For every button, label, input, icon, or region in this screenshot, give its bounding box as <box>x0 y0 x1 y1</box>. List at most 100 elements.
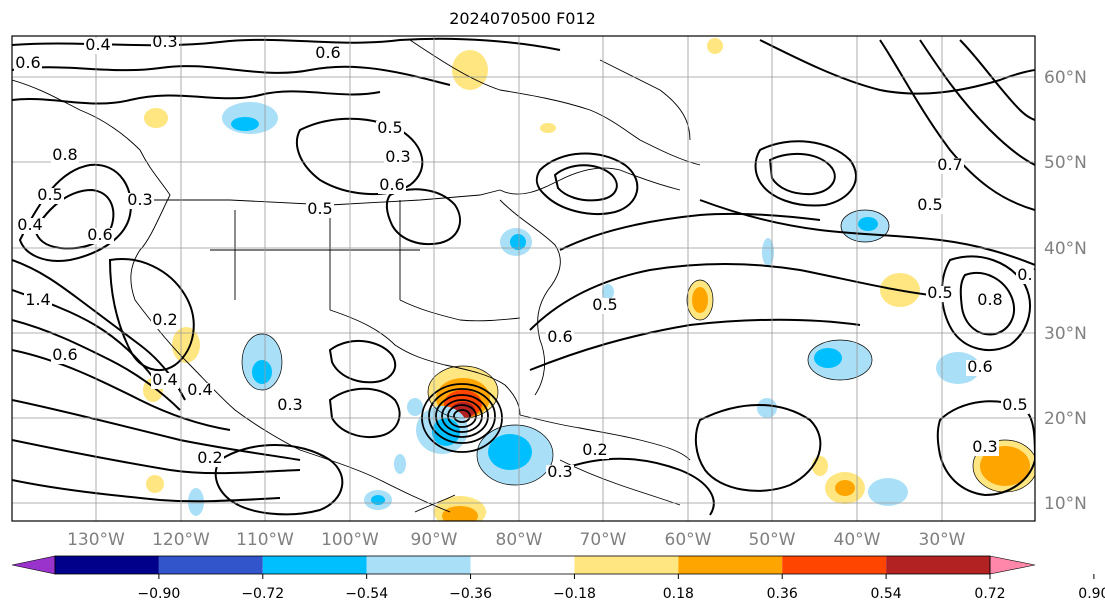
contour-label: 0.8 <box>977 290 1002 309</box>
colorbar-tick-label: −0.54 <box>345 586 388 602</box>
anomaly-outlines <box>241 209 1035 493</box>
longitude-label: 80°W <box>496 530 543 550</box>
contour-label: 1.4 <box>25 290 50 309</box>
latitude-label: 60°N <box>1044 68 1087 88</box>
colorbar-segment <box>678 556 783 574</box>
contour-label: 0.3 <box>127 190 152 209</box>
colorbar-tick-label: 0.90 <box>1078 586 1105 602</box>
latitude-label: 40°N <box>1044 239 1087 259</box>
contour-label: 0.2 <box>152 310 177 329</box>
negative-anomaly <box>231 117 259 131</box>
contour-label: 0.6 <box>52 345 77 364</box>
negative-anomaly <box>814 348 842 368</box>
contour-label: 0.3 <box>385 147 410 166</box>
positive-anomaly <box>707 38 723 54</box>
contour-label: 0.8 <box>52 145 77 164</box>
longitude-labels: 130°W 120°W 110°W 100°W 90°W 80°W 70°W 60°W 50°W… <box>67 530 966 550</box>
contour-label: 0.5 <box>307 199 332 218</box>
longitude-label: 130°W <box>67 530 125 550</box>
colorbar-tick-label: −0.18 <box>553 586 596 602</box>
latitude-label: 30°N <box>1044 324 1087 344</box>
contour-label: 0.5 <box>592 295 617 314</box>
negative-anomaly <box>407 398 423 416</box>
graticule <box>12 36 1035 521</box>
colorbar-segment <box>55 556 159 574</box>
negative-anomaly <box>371 495 385 505</box>
colorbar-segment <box>366 556 471 574</box>
positive-anomaly <box>146 475 164 493</box>
latitude-label: 20°N <box>1044 409 1087 429</box>
negative-anomaly <box>488 434 532 470</box>
positive-anomaly <box>812 456 828 476</box>
longitude-label: 70°W <box>580 530 627 550</box>
negative-anomaly <box>394 454 406 474</box>
colorbar-tick-label: 0.18 <box>663 586 694 602</box>
positive-anomaly <box>452 50 488 90</box>
contour-label: 0.5 <box>37 185 62 204</box>
colorbar-ticks: −0.90 −0.72 −0.54 −0.36 −0.18 0.18 0.36 0.54 0.7… <box>137 574 1105 602</box>
contour-label: 0.5 <box>1002 395 1027 414</box>
positive-anomaly <box>692 287 708 313</box>
longitude-label: 40°W <box>834 530 881 550</box>
contour-label: 0.6 <box>315 43 340 62</box>
contour-label: 0.7 <box>1017 265 1042 284</box>
colorbar-tick-label: −0.90 <box>137 586 180 602</box>
contour-label: 0.7 <box>937 155 962 174</box>
contour-label: 0.3 <box>152 32 177 51</box>
contour-label: 0.3 <box>547 462 572 481</box>
colorbar-segment <box>782 556 887 574</box>
positive-anomaly <box>442 506 478 521</box>
colorbar <box>11 555 1036 575</box>
map-frame <box>11 35 1036 522</box>
latitude-label: 10°N <box>1044 494 1087 514</box>
contour-label: 0.4 <box>187 380 212 399</box>
longitude-label: 120°W <box>152 530 210 550</box>
contour-label: 0.6 <box>547 327 572 346</box>
latitude-label: 50°N <box>1044 153 1087 173</box>
negative-anomaly <box>762 238 774 266</box>
longitude-label: 50°W <box>749 530 796 550</box>
negative-anomaly <box>510 234 526 250</box>
coastlines <box>12 39 701 513</box>
colorbar-tick-label: 0.54 <box>871 586 902 602</box>
colorbar-segment <box>158 556 263 574</box>
longitude-label: 110°W <box>236 530 294 550</box>
contour-label: 0.6 <box>15 53 40 72</box>
longitude-label: 30°W <box>919 530 966 550</box>
contour-label: 0.4 <box>85 35 110 54</box>
contours <box>12 37 1035 516</box>
contour-label: 0.6 <box>87 225 112 244</box>
colorbar-segment <box>886 556 990 574</box>
contour-labels: 0.3 0.6 0.6 0.4 0.5 0.6 0.3 0.5 0.3 0.8 0.5 0.4 0.6 0… <box>14 32 1042 481</box>
longitude-label: 60°W <box>665 530 712 550</box>
contour-label: 0.2 <box>582 440 607 459</box>
contour-label: 0.2 <box>197 448 222 467</box>
positive-anomaly <box>540 123 556 133</box>
contour-label: 0.3 <box>277 395 302 414</box>
colorbar-segment <box>470 556 575 574</box>
colorbar-high-extend <box>989 555 1036 575</box>
map-title: 2024070500 F012 <box>449 9 596 28</box>
colorbar-tick-label: −0.72 <box>241 586 284 602</box>
negative-anomaly <box>868 478 908 506</box>
colorbar-low-extend <box>11 555 56 575</box>
longitude-label: 90°W <box>411 530 458 550</box>
contour-label: 0.4 <box>17 215 42 234</box>
negative-anomaly <box>252 360 272 384</box>
contour-label: 0.3 <box>972 437 997 456</box>
colorbar-segment <box>262 556 367 574</box>
positive-anomaly <box>144 108 168 128</box>
positive-anomaly <box>835 480 855 496</box>
contour-label: 0.4 <box>152 370 177 389</box>
contour-label: 0.6 <box>379 175 404 194</box>
contour-label: 0.6 <box>967 357 992 376</box>
latitude-labels: 60°N 50°N 40°N 30°N 20°N 10°N <box>1044 68 1087 514</box>
contour-label: 0.5 <box>927 283 952 302</box>
negative-anomaly <box>858 217 878 231</box>
negative-anomaly <box>757 398 777 418</box>
colorbar-tick-label: 0.36 <box>767 586 798 602</box>
colorbar-tick-label: −0.36 <box>449 586 492 602</box>
contour-label: 0.5 <box>917 195 942 214</box>
negative-anomaly <box>602 284 614 300</box>
